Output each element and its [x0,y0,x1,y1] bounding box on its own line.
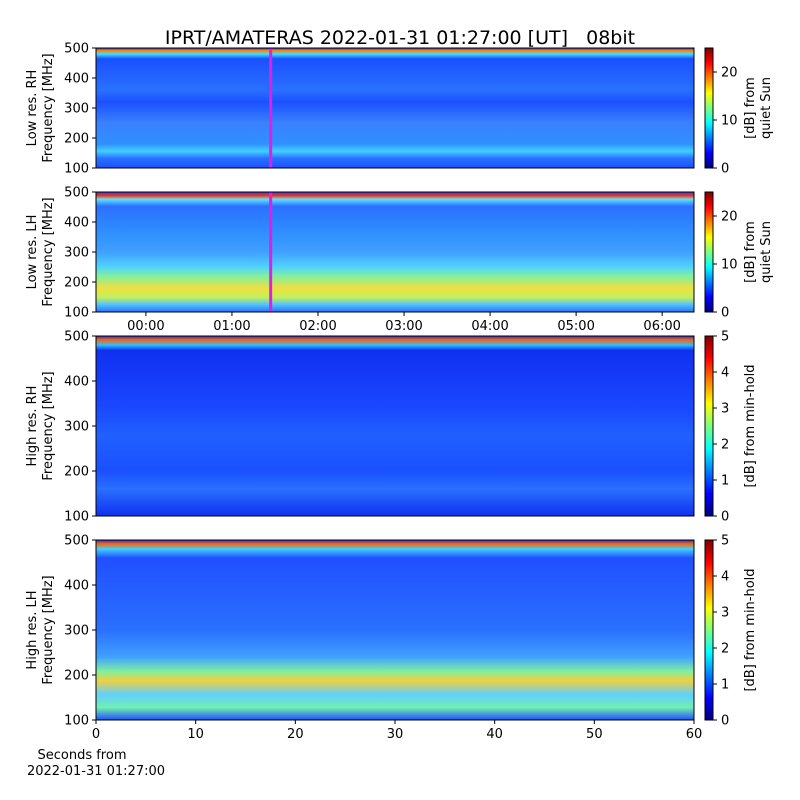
x-tick-label: 03:00 [385,319,422,334]
x-axis-label: Seconds from [37,748,126,763]
y-tick-label: 300 [64,420,89,435]
x-tick-label: 60 [686,727,703,742]
x-tick-label: 30 [387,727,404,742]
chart-title: IPRT/AMATERAS 2022-01-31 01:27:00 [UT] 0… [165,27,635,49]
colorbar-tick-label: 3 [721,402,729,417]
y-tick-label: 300 [64,246,89,261]
spectrogram [96,540,694,720]
x-tick-label: 06:00 [643,319,680,334]
y-tick-label: 200 [64,669,89,684]
y-tick-label: 200 [64,276,89,291]
x-tick-label: 40 [486,727,503,742]
colorbar-tick-label: 10 [721,258,738,273]
colorbar-tick-label: 3 [721,606,729,621]
y-axis-label: Frequency [MHz] [41,53,56,162]
y-tick-label: 500 [64,330,89,345]
y-tick-label: 500 [64,42,89,57]
colorbar [704,539,714,721]
y-tick-label: 400 [64,72,89,87]
colorbar-label: [dB] from [743,221,758,283]
x-tick-label: 05:00 [557,319,594,334]
x-tick-label: 00:00 [127,319,164,334]
y-tick-label: 300 [64,624,89,639]
y-tick-label: 300 [64,102,89,117]
y-axis-label: High res. LH [25,590,40,669]
y-tick-label: 400 [64,579,89,594]
colorbar-tick-label: 20 [721,210,738,225]
colorbar [704,47,714,169]
y-axis-label: Frequency [MHz] [41,575,56,684]
colorbar [704,335,714,517]
x-tick-label: 20 [287,727,304,742]
colorbar-tick-label: 1 [721,474,729,489]
y-axis-label: Frequency [MHz] [41,197,56,306]
y-tick-label: 400 [64,216,89,231]
y-tick-label: 100 [64,510,89,525]
colorbar-tick-label: 4 [721,366,729,381]
colorbar-label: quiet Sun [759,221,774,283]
y-tick-label: 100 [64,162,89,177]
colorbar-label: quiet Sun [759,77,774,139]
y-axis-label: High res. RH [25,386,40,467]
colorbar-tick-label: 2 [721,438,729,453]
x-tick-label: 04:00 [471,319,508,334]
colorbar-tick-label: 5 [721,330,729,345]
x-tick-label: 01:00 [213,319,250,334]
y-tick-label: 100 [64,306,89,321]
y-tick-label: 400 [64,375,89,390]
x-tick-label: 0 [92,727,100,742]
y-tick-label: 500 [64,534,89,549]
colorbar-tick-label: 0 [721,510,729,525]
colorbar-tick-label: 0 [721,714,729,729]
x-tick-label: 02:00 [299,319,336,334]
colorbar-tick-label: 10 [721,114,738,129]
colorbar-tick-label: 4 [721,570,729,585]
spectrogram [96,192,694,312]
x-axis-label: 2022-01-31 01:27:00 [27,764,165,779]
x-tick-label: 50 [586,727,603,742]
y-tick-label: 200 [64,132,89,147]
colorbar-label: [dB] from min-hold [743,568,758,691]
colorbar [704,191,714,313]
y-axis-label: Low res. LH [25,215,40,290]
colorbar-tick-label: 2 [721,642,729,657]
spectrogram [96,336,694,516]
spectrogram [96,48,694,168]
y-axis-label: Low res. RH [25,70,40,147]
y-tick-label: 200 [64,465,89,480]
y-tick-label: 500 [64,186,89,201]
y-tick-label: 100 [64,714,89,729]
colorbar-tick-label: 0 [721,306,729,321]
colorbar-tick-label: 5 [721,534,729,549]
colorbar-label: [dB] from min-hold [743,364,758,487]
colorbar-label: [dB] from [743,77,758,139]
y-axis-label: Frequency [MHz] [41,371,56,480]
colorbar-tick-label: 1 [721,678,729,693]
colorbar-tick-label: 20 [721,66,738,81]
x-tick-label: 10 [187,727,204,742]
colorbar-tick-label: 0 [721,162,729,177]
